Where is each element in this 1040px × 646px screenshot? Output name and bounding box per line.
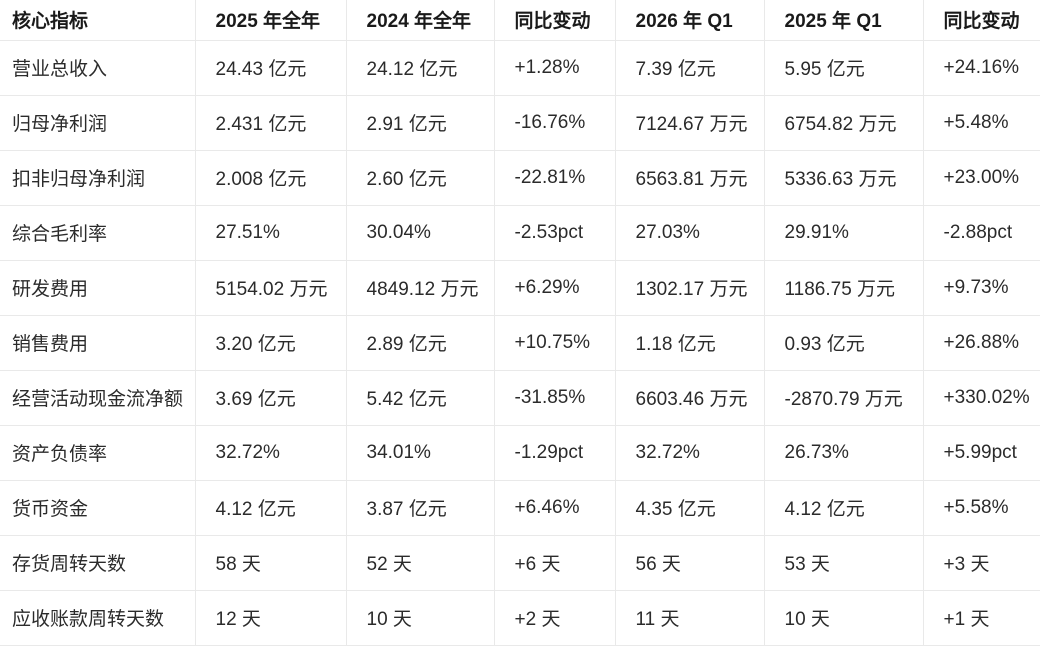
- table-row-revenue: 营业总收入 24.43 亿元 24.12 亿元 +1.28% 7.39 亿元 5…: [0, 40, 1040, 96]
- value-cell: 1302.17 万元: [615, 260, 765, 316]
- value-cell: 6603.46 万元: [615, 370, 765, 426]
- metric-name-cell: 归母净利润: [0, 95, 196, 151]
- value-cell: +23.00%: [923, 150, 1040, 206]
- metric-name-cell: 存货周转天数: [0, 535, 196, 591]
- table-row-debt-ratio: 资产负债率 32.72% 34.01% -1.29pct 32.72% 26.7…: [0, 425, 1040, 481]
- column-header-metric: 核心指标: [0, 0, 196, 41]
- value-cell: +6 天: [494, 535, 616, 591]
- value-cell: 5.95 亿元: [764, 40, 924, 96]
- value-cell: +5.48%: [923, 95, 1040, 151]
- value-cell: -2.53pct: [494, 205, 616, 261]
- value-cell: 32.72%: [195, 425, 347, 481]
- value-cell: 24.43 亿元: [195, 40, 347, 96]
- column-header-yoy-annual: 同比变动: [494, 0, 616, 41]
- value-cell: 2.91 亿元: [346, 95, 495, 151]
- metric-name-cell: 销售费用: [0, 315, 196, 371]
- table-row-cash-funds: 货币资金 4.12 亿元 3.87 亿元 +6.46% 4.35 亿元 4.12…: [0, 480, 1040, 536]
- value-cell: 7.39 亿元: [615, 40, 765, 96]
- value-cell: 52 天: [346, 535, 495, 591]
- value-cell: 3.87 亿元: [346, 480, 495, 536]
- metric-name-cell: 扣非归母净利润: [0, 150, 196, 206]
- value-cell: +1 天: [923, 590, 1040, 646]
- table-row-adjusted-net-profit: 扣非归母净利润 2.008 亿元 2.60 亿元 -22.81% 6563.81…: [0, 150, 1040, 206]
- metric-name-cell: 应收账款周转天数: [0, 590, 196, 646]
- value-cell: +6.46%: [494, 480, 616, 536]
- value-cell: +3 天: [923, 535, 1040, 591]
- metric-name-cell: 研发费用: [0, 260, 196, 316]
- table-row-rd-expense: 研发费用 5154.02 万元 4849.12 万元 +6.29% 1302.1…: [0, 260, 1040, 316]
- value-cell: 11 天: [615, 590, 765, 646]
- value-cell: 5154.02 万元: [195, 260, 347, 316]
- value-cell: -31.85%: [494, 370, 616, 426]
- value-cell: 1186.75 万元: [764, 260, 924, 316]
- table-row-receivables-turnover-days: 应收账款周转天数 12 天 10 天 +2 天 11 天 10 天 +1 天: [0, 590, 1040, 646]
- value-cell: 4.12 亿元: [764, 480, 924, 536]
- value-cell: +2 天: [494, 590, 616, 646]
- value-cell: 5.42 亿元: [346, 370, 495, 426]
- value-cell: 6563.81 万元: [615, 150, 765, 206]
- value-cell: 2.431 亿元: [195, 95, 347, 151]
- table-row-gross-margin: 综合毛利率 27.51% 30.04% -2.53pct 27.03% 29.9…: [0, 205, 1040, 261]
- value-cell: -1.29pct: [494, 425, 616, 481]
- value-cell: 27.51%: [195, 205, 347, 261]
- value-cell: 34.01%: [346, 425, 495, 481]
- value-cell: 10 天: [346, 590, 495, 646]
- value-cell: 32.72%: [615, 425, 765, 481]
- value-cell: 5336.63 万元: [764, 150, 924, 206]
- column-header-fy2025: 2025 年全年: [195, 0, 347, 41]
- value-cell: 24.12 亿元: [346, 40, 495, 96]
- value-cell: 53 天: [764, 535, 924, 591]
- value-cell: 7124.67 万元: [615, 95, 765, 151]
- value-cell: 26.73%: [764, 425, 924, 481]
- value-cell: +26.88%: [923, 315, 1040, 371]
- value-cell: 10 天: [764, 590, 924, 646]
- value-cell: 2.60 亿元: [346, 150, 495, 206]
- value-cell: -16.76%: [494, 95, 616, 151]
- value-cell: +330.02%: [923, 370, 1040, 426]
- value-cell: 3.20 亿元: [195, 315, 347, 371]
- metric-name-cell: 营业总收入: [0, 40, 196, 96]
- value-cell: 12 天: [195, 590, 347, 646]
- value-cell: 4849.12 万元: [346, 260, 495, 316]
- value-cell: -22.81%: [494, 150, 616, 206]
- value-cell: -2870.79 万元: [764, 370, 924, 426]
- metric-name-cell: 综合毛利率: [0, 205, 196, 261]
- value-cell: 4.12 亿元: [195, 480, 347, 536]
- table-row-net-profit: 归母净利润 2.431 亿元 2.91 亿元 -16.76% 7124.67 万…: [0, 95, 1040, 151]
- value-cell: +5.58%: [923, 480, 1040, 536]
- table-row-selling-expense: 销售费用 3.20 亿元 2.89 亿元 +10.75% 1.18 亿元 0.9…: [0, 315, 1040, 371]
- value-cell: +6.29%: [494, 260, 616, 316]
- header-row: 核心指标 2025 年全年 2024 年全年 同比变动 2026 年 Q1 20…: [0, 0, 1040, 41]
- metric-name-cell: 经营活动现金流净额: [0, 370, 196, 426]
- value-cell: 58 天: [195, 535, 347, 591]
- value-cell: 56 天: [615, 535, 765, 591]
- column-header-yoy-quarter: 同比变动: [923, 0, 1040, 41]
- value-cell: 30.04%: [346, 205, 495, 261]
- table-row-inventory-turnover-days: 存货周转天数 58 天 52 天 +6 天 56 天 53 天 +3 天: [0, 535, 1040, 591]
- value-cell: 4.35 亿元: [615, 480, 765, 536]
- value-cell: +5.99pct: [923, 425, 1040, 481]
- value-cell: 1.18 亿元: [615, 315, 765, 371]
- value-cell: 6754.82 万元: [764, 95, 924, 151]
- value-cell: +9.73%: [923, 260, 1040, 316]
- value-cell: +10.75%: [494, 315, 616, 371]
- value-cell: -2.88pct: [923, 205, 1040, 261]
- column-header-q1-2026: 2026 年 Q1: [615, 0, 765, 41]
- value-cell: +1.28%: [494, 40, 616, 96]
- column-header-fy2024: 2024 年全年: [346, 0, 495, 41]
- value-cell: +24.16%: [923, 40, 1040, 96]
- table-row-operating-cashflow: 经营活动现金流净额 3.69 亿元 5.42 亿元 -31.85% 6603.4…: [0, 370, 1040, 426]
- value-cell: 3.69 亿元: [195, 370, 347, 426]
- value-cell: 0.93 亿元: [764, 315, 924, 371]
- value-cell: 29.91%: [764, 205, 924, 261]
- column-header-q1-2025: 2025 年 Q1: [764, 0, 924, 41]
- value-cell: 2.89 亿元: [346, 315, 495, 371]
- value-cell: 27.03%: [615, 205, 765, 261]
- metric-name-cell: 货币资金: [0, 480, 196, 536]
- value-cell: 2.008 亿元: [195, 150, 347, 206]
- metric-name-cell: 资产负债率: [0, 425, 196, 481]
